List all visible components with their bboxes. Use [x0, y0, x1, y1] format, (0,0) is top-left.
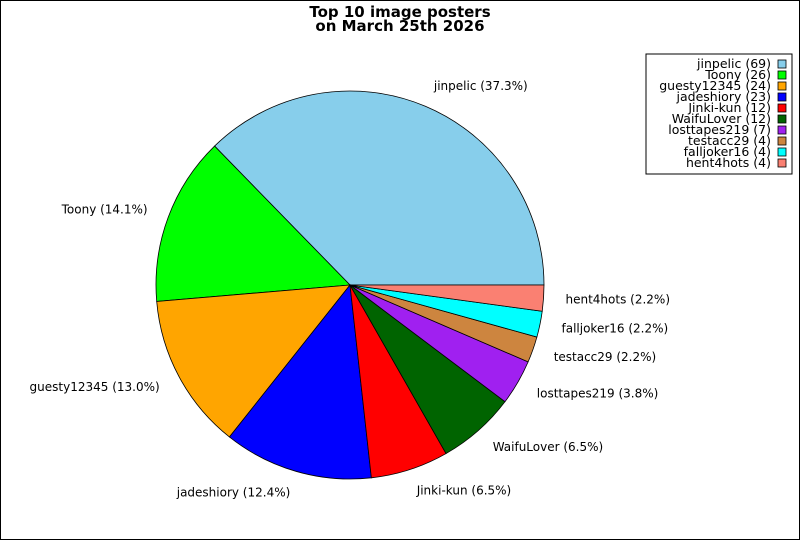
legend-swatch-jadeshiory — [777, 92, 787, 102]
slice-label-losttapes219: losttapes219 (3.8%) — [537, 387, 659, 401]
slice-label-falljoker16: falljoker16 (2.2%) — [562, 322, 669, 336]
legend-swatch-jinki-kun — [777, 103, 787, 113]
slice-label-waifulover: WaifuLover (6.5%) — [493, 440, 604, 454]
legend-box — [645, 53, 793, 175]
legend-swatch-jinpelic — [777, 59, 787, 69]
legend-label-jinki-kun: Jinki-kun (12) — [687, 100, 771, 115]
pie-slice-jinpelic — [214, 90, 545, 286]
chart-title-line-2: on March 25th 2026 — [315, 17, 484, 35]
slice-label-testacc29: testacc29 (2.2%) — [554, 350, 657, 364]
slice-label-guesty12345: guesty12345 (13.0%) — [30, 380, 160, 394]
pie-slices — [155, 90, 545, 480]
legend-label-testacc29: testacc29 (4) — [688, 133, 771, 148]
chart-title-line-1: Top 10 image posters — [309, 3, 490, 21]
legend-swatch-toony — [777, 70, 787, 80]
legend-swatch-hent4hots — [777, 158, 787, 168]
legend-swatch-falljoker16 — [777, 147, 787, 157]
slice-label-toony: Toony (14.1%) — [61, 203, 148, 217]
pie-slice-toony — [155, 145, 351, 302]
legend: jinpelic (69)Toony (26)guesty12345 (24)j… — [645, 53, 793, 175]
legend-label-jadeshiory: jadeshiory (23) — [676, 89, 771, 104]
slice-label-hent4hots: hent4hots (2.2%) — [566, 293, 671, 307]
legend-label-jinpelic: jinpelic (69) — [696, 56, 771, 71]
pie-slice-guesty12345 — [156, 284, 351, 438]
legend-swatch-testacc29 — [777, 136, 787, 146]
legend-label-waifulover: WaifuLover (12) — [672, 111, 771, 126]
slice-label-jadeshiory: jadeshiory (12.4%) — [176, 486, 291, 500]
pie-slice-jadeshiory — [228, 283, 372, 480]
legend-swatch-guesty12345 — [777, 81, 787, 91]
legend-label-guesty12345: guesty12345 (24) — [659, 78, 771, 93]
legend-label-hent4hots: hent4hots (4) — [686, 155, 771, 170]
legend-label-losttapes219: losttapes219 (7) — [668, 122, 771, 137]
legend-label-toony: Toony (26) — [704, 67, 771, 82]
legend-swatch-losttapes219 — [777, 125, 787, 135]
pie-slice-hent4hots — [349, 284, 545, 312]
legend-swatch-waifulover — [777, 114, 787, 124]
slice-label-jinpelic: jinpelic (37.3%) — [433, 79, 528, 93]
slice-labels: jinpelic (37.3%) Toony (14.1%) guesty12345… — [30, 79, 670, 500]
legend-label-falljoker16: falljoker16 (4) — [684, 144, 771, 159]
slice-label-jinki-kun: Jinki-kun (6.5%) — [416, 483, 512, 497]
